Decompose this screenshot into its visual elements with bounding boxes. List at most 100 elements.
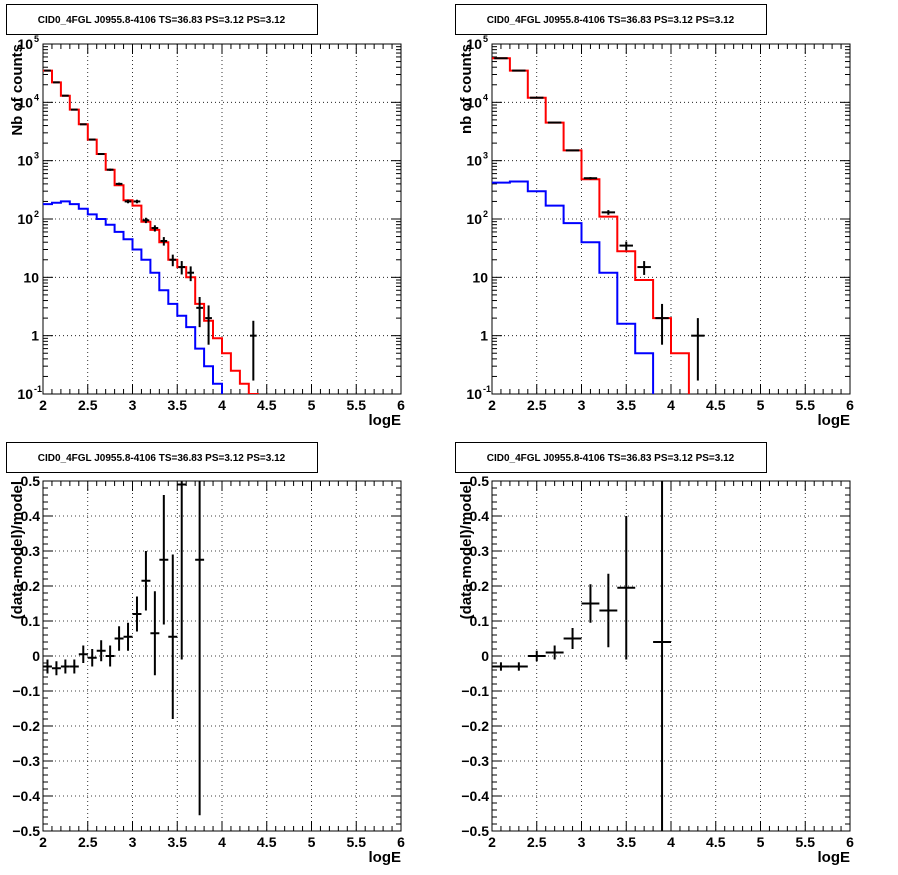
- grid-lines: [43, 481, 401, 831]
- y-tick-label: −0.5: [461, 823, 489, 839]
- chart-panel-2: CID0_4FGL J0955.8-4106 TS=36.83 PS=3.12 …: [455, 4, 854, 429]
- x-axis: 2 2.5 3 3.5 4 4.5 5 5.5 6: [488, 44, 854, 413]
- y-axis: −0.5 −0.4 −0.3 −0.2 −0.1 0 0.1 0.2 0.3 0.4 0.5: [12, 473, 401, 839]
- plot-title-box: [6, 4, 318, 35]
- x-tick-label: 4.5: [706, 834, 726, 850]
- chart-panel-4: CID0_4FGL J0955.8-4106 TS=36.83 PS=3.12 …: [455, 442, 854, 866]
- y-tick-exponent: 2: [483, 209, 488, 219]
- y-tick-label: 10: [466, 153, 482, 169]
- y-tick-label: 10: [466, 211, 482, 227]
- x-tick-label: 2: [488, 834, 496, 850]
- x-tick-label: 2.5: [527, 397, 547, 413]
- x-tick-label: 4: [667, 834, 675, 850]
- x-tick-label: 2.5: [78, 834, 98, 850]
- x-tick-label: 3: [129, 834, 137, 850]
- y-axis: −0.5 −0.4 −0.3 −0.2 −0.1 0 0.1 0.2 0.3 0.4 0.5: [461, 473, 850, 839]
- y-tick-label: 10: [472, 269, 488, 285]
- y-tick-exponent: -1: [34, 384, 42, 394]
- x-tick-label: 4: [218, 834, 226, 850]
- y-tick-exponent: 5: [483, 34, 488, 44]
- x-tick-label: 3.5: [617, 834, 637, 850]
- x-tick-label: 5: [308, 397, 316, 413]
- x-axis: 2 2.5 3 3.5 4 4.5 5 5.5 6: [488, 481, 854, 850]
- x-axis: 2 2.5 3 3.5 4 4.5 5 5.5 6: [39, 481, 405, 850]
- plot-area: [43, 481, 205, 816]
- y-tick-label: −0.3: [461, 753, 489, 769]
- y-tick-exponent: -1: [483, 384, 491, 394]
- x-tick-label: 6: [397, 834, 405, 850]
- chart-panel-3: CID0_4FGL J0955.8-4106 TS=36.83 PS=3.12 …: [6, 442, 405, 866]
- x-tick-label: 4: [218, 397, 226, 413]
- x-axis-label: logE: [818, 849, 851, 866]
- y-tick-exponent: 4: [34, 92, 39, 102]
- y-tick-label: 10: [23, 269, 39, 285]
- x-tick-label: 5: [757, 397, 765, 413]
- y-tick-label: −0.1: [12, 683, 40, 699]
- plot-title: CID0_4FGL J0955.8-4106 TS=36.83 PS=3.12 …: [38, 453, 286, 464]
- y-tick-label: −0.5: [12, 823, 40, 839]
- y-tick-label: 0.5: [470, 473, 490, 489]
- y-tick-label: 10: [466, 386, 482, 402]
- x-tick-label: 6: [846, 397, 854, 413]
- x-tick-label: 5: [308, 834, 316, 850]
- y-tick-label: 0.3: [21, 543, 41, 559]
- plot-title-box: [455, 442, 767, 473]
- x-tick-label: 2: [39, 834, 47, 850]
- y-tick-label: 0.4: [470, 508, 490, 524]
- plot-area: [492, 481, 671, 831]
- x-tick-label: 4.5: [257, 397, 277, 413]
- y-axis-label: Nb of counts: [9, 44, 26, 136]
- chart-panel-1: CID0_4FGL J0955.8-4106 TS=36.83 PS=3.12 …: [6, 4, 405, 429]
- y-tick-exponent: 5: [34, 34, 39, 44]
- y-tick-label: 0.5: [21, 473, 41, 489]
- x-tick-label: 3: [578, 834, 586, 850]
- x-tick-label: 5.5: [796, 834, 816, 850]
- y-tick-label: −0.1: [461, 683, 489, 699]
- y-tick-exponent: 4: [483, 92, 488, 102]
- plot-title: CID0_4FGL J0955.8-4106 TS=36.83 PS=3.12 …: [487, 453, 735, 464]
- y-tick-label: 10: [466, 94, 482, 110]
- plot-title: CID0_4FGL J0955.8-4106 TS=36.83 PS=3.12 …: [487, 15, 735, 26]
- source-model-histogram: [492, 180, 655, 394]
- x-tick-label: 2: [488, 397, 496, 413]
- y-tick-label: 10: [17, 94, 33, 110]
- x-tick-label: 4: [667, 397, 675, 413]
- x-tick-label: 5.5: [347, 397, 367, 413]
- x-tick-label: 6: [846, 834, 854, 850]
- y-tick-label: 0.1: [21, 613, 41, 629]
- y-tick-label: 10: [17, 36, 33, 52]
- x-tick-label: 2: [39, 397, 47, 413]
- total-model-histogram: [492, 57, 690, 394]
- y-tick-label: 10: [17, 386, 33, 402]
- y-tick-label: 10: [466, 36, 482, 52]
- y-tick-label: −0.4: [461, 788, 489, 804]
- y-tick-label: 0.4: [21, 508, 41, 524]
- x-tick-label: 3.5: [617, 397, 637, 413]
- x-tick-label: 3: [578, 397, 586, 413]
- y-tick-label: 0: [32, 648, 40, 664]
- x-tick-label: 3.5: [168, 397, 188, 413]
- y-tick-label: 0.3: [470, 543, 490, 559]
- x-tick-label: 5: [757, 834, 765, 850]
- y-tick-label: −0.3: [12, 753, 40, 769]
- x-tick-label: 3.5: [168, 834, 188, 850]
- x-tick-label: 3: [129, 397, 137, 413]
- x-tick-label: 6: [397, 397, 405, 413]
- y-tick-label: −0.4: [12, 788, 40, 804]
- x-tick-label: 5.5: [347, 834, 367, 850]
- x-axis-label: logE: [369, 412, 402, 429]
- x-tick-label: 4.5: [706, 397, 726, 413]
- x-tick-label: 2.5: [78, 397, 98, 413]
- y-axis-label: (data-model)/model: [9, 481, 26, 619]
- y-tick-label: 0.2: [470, 578, 490, 594]
- x-axis: 2 2.5 3 3.5 4 4.5 5 5.5 6: [39, 44, 405, 413]
- y-axis-label: (data-model)/model: [458, 481, 475, 619]
- x-axis-label: logE: [369, 849, 402, 866]
- y-tick-exponent: 2: [34, 209, 39, 219]
- y-tick-label: 1: [31, 328, 39, 344]
- x-tick-label: 4.5: [257, 834, 277, 850]
- plot-title: CID0_4FGL J0955.8-4106 TS=36.83 PS=3.12 …: [38, 15, 286, 26]
